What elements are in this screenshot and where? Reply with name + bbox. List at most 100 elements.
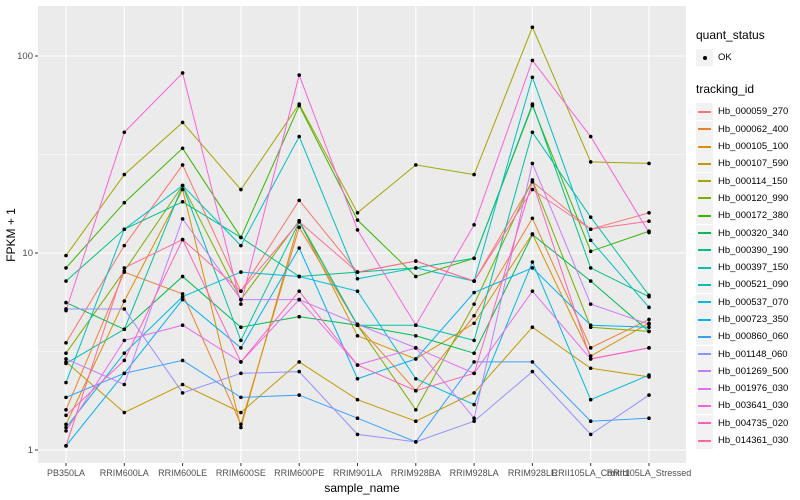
data-point [472,371,476,376]
data-point [180,183,185,188]
data-point [530,369,535,374]
data-point [530,75,535,80]
data-point [355,276,360,281]
line-swatch-icon [698,128,711,131]
data-point [647,317,651,322]
data-point [64,444,68,448]
data-point [64,413,68,418]
legend-item-Hb_000390_190: Hb_000390_190 [696,241,800,259]
data-point [239,422,243,427]
data-point [472,313,476,318]
line-swatch-icon [698,283,711,286]
legend-item-Hb_000105_100: Hb_000105_100 [696,138,800,156]
legend-item-Hb_000320_340: Hb_000320_340 [696,224,800,242]
x-tick-label: RRIM600PE [274,468,324,478]
data-point [414,388,418,393]
data-point [588,323,593,328]
legend-title-quant-status: quant_status [696,28,765,42]
legend-key-box [696,49,713,67]
legend-item-Hb_000521_090: Hb_000521_090 [696,276,800,294]
legend-key-box [696,380,713,398]
data-point [588,238,593,243]
data-point [414,266,418,270]
data-point [472,321,476,326]
line-swatch-icon [698,180,711,183]
data-point [297,225,302,230]
legend-item-Hb_000397_150: Hb_000397_150 [696,259,800,277]
data-point [64,357,68,361]
data-point [472,402,476,407]
legend-key-box [696,328,713,346]
data-point [239,425,243,430]
legend-item-Hb_003641_030: Hb_003641_030 [696,397,800,415]
line-swatch-icon [698,110,711,113]
data-point [122,382,127,387]
x-tick-label: PB350LA [47,468,85,478]
legend-key-box [696,362,713,380]
line-swatch-icon [698,370,711,373]
legend-item-label: Hb_001976_030 [718,383,789,395]
line-swatch-icon [698,404,711,407]
line-swatch-icon [698,197,711,200]
legend-item-label: Hb_001148_060 [718,348,788,360]
data-point [122,130,127,135]
legend-key-box [696,138,713,156]
legend: quant_status OK tracking_id Hb_000059_27… [696,28,800,450]
data-point [530,266,535,270]
data-point [588,266,593,270]
data-point [355,333,360,338]
legend-item-label: Hb_000860_060 [718,331,789,343]
legend-item-Hb_000537_070: Hb_000537_070 [696,293,800,311]
data-point [239,243,243,248]
data-point [530,325,535,330]
data-point [122,200,127,205]
legend-item-Hb_001269_500: Hb_001269_500 [696,362,800,380]
data-point [239,302,243,306]
x-tick-label: RRII105LA_Control [552,468,630,478]
data-point [180,391,185,395]
data-point [355,228,360,232]
data-point [64,422,68,427]
data-point [180,358,185,363]
legend-key-box [696,207,713,225]
data-point [297,134,302,139]
data-point [64,351,68,356]
data-point [180,237,185,242]
data-point [297,220,302,224]
legend-item-Hb_000723_350: Hb_000723_350 [696,311,800,328]
data-point [588,346,593,350]
legend-key-box [696,276,713,294]
data-point [588,419,593,424]
x-tick-label: RRIM600SE [216,468,266,478]
legend-key-box [696,103,713,121]
data-point [414,419,418,424]
x-tick-label: RRIM928BA [391,468,441,478]
data-point [530,216,535,221]
data-point [180,146,185,151]
data-point [122,266,127,270]
data-point [180,120,185,125]
data-point [588,432,593,437]
data-point [414,333,418,338]
legend-title-tracking-id: tracking_id [696,82,755,97]
data-point [239,297,243,302]
x-tick-label: RRII105LA_Stressed [607,468,692,478]
legend-item-Hb_000120_990: Hb_000120_990 [696,189,800,207]
y-tick-label: 10 [22,248,33,259]
legend-item-label: Hb_000390_190 [718,244,789,256]
data-point [472,391,476,395]
legend-item-label: Hb_000107_590 [718,158,789,170]
data-point [472,351,476,356]
point-marker-icon [702,55,707,60]
data-point [64,407,68,412]
data-point [414,163,418,167]
data-point [239,187,243,192]
data-point [180,199,185,204]
data-point [472,290,476,295]
data-point [122,269,127,273]
data-point [64,279,68,283]
data-point [64,395,68,400]
data-point [472,338,476,343]
